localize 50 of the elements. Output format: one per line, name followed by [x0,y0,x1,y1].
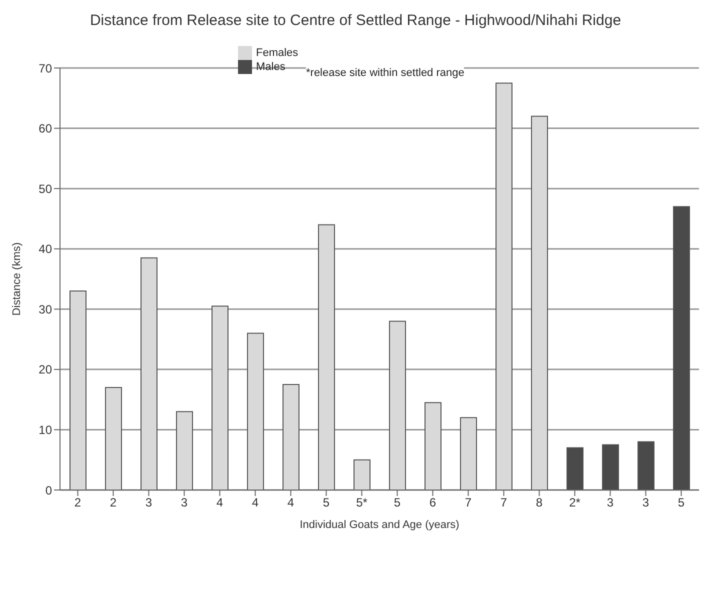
x-tick-label: 3 [180,496,188,510]
x-tick-label: 5* [356,496,368,510]
x-tick-label: 8 [536,496,543,510]
x-axis-title: Individual Goats and Age (years) [300,519,460,531]
legend-label: Females [256,46,298,59]
x-tick-label: 2 [74,496,82,510]
y-tick-label: 0 [45,483,52,498]
x-tick-label: 7 [500,496,508,510]
bar [496,82,512,490]
bar [566,447,584,490]
x-tick-label: 7 [464,496,472,510]
x-tick-label: 5 [678,496,685,510]
x-tick-label: 6 [429,496,436,510]
y-axis-title: Distance (kms) [10,242,23,316]
x-tick-label: 5 [394,496,401,510]
y-tick-label: 20 [38,362,52,377]
y-tick-label: 10 [38,422,52,437]
bar [602,444,619,490]
x-tick-label: 3 [606,496,614,510]
legend-label: Males [256,60,286,73]
bar [140,257,158,490]
bar [531,116,548,490]
x-tick-label: 2 [110,496,117,510]
chart-title: Distance from Release site to Centre of Settled Range - Highwood/Nihahi Ridge [88,11,622,31]
y-tick-label: 40 [38,242,52,256]
x-tick-label: 4 [287,496,294,510]
bar [176,411,193,490]
bar [70,290,86,490]
x-tick-label: 5 [322,496,330,510]
bar [673,206,690,490]
bar [460,417,477,490]
bar [105,387,122,490]
y-tick-label: 30 [38,302,52,316]
annotation: *release site within settled range [306,67,464,79]
bar [282,384,300,490]
x-tick-label: 4 [216,496,224,510]
bar [212,306,228,490]
bar [638,441,654,490]
x-tick-label: 3 [145,496,152,510]
bar [424,402,442,490]
x-tick-label: 3 [642,496,650,510]
bar [247,332,264,490]
y-tick-label: 50 [38,182,52,196]
x-tick-label: 2* [569,496,581,510]
x-tick-label: 4 [252,496,259,510]
bar [389,320,406,490]
y-tick-label: 60 [38,122,52,136]
bar [354,459,370,490]
y-tick-label: 70 [38,61,52,76]
bar [318,224,335,490]
